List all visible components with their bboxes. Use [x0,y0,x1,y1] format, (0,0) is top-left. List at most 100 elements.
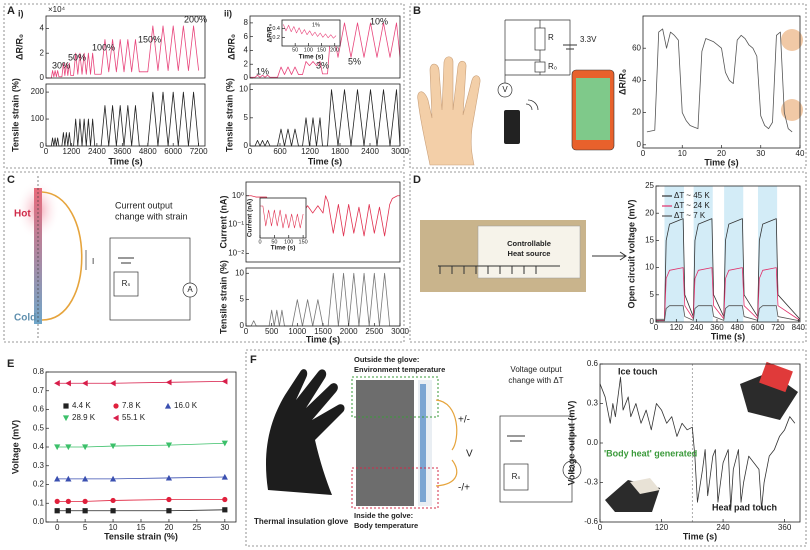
x-tick-label: 2400 [361,147,379,156]
y-tick-label: 4 [40,24,45,33]
caption: Heat source [508,249,551,258]
y-axis-label: Voltage (mV) [10,420,20,474]
x-tick-label: 3600 [113,147,131,156]
y-tick-label: 5 [650,290,655,299]
data-point [82,444,89,451]
x-tick-label: 1800 [331,147,349,156]
x-tick-label: 480 [731,323,745,332]
y-tick-label: 0.8 [33,367,45,376]
legend-label: 16.0 K [174,401,198,410]
y-axis-label: ΔR/R₀ [14,34,24,60]
glove-label: Thermal insulation glove [254,517,349,526]
x-tick-label: 50 [271,240,277,246]
x-tick-label: 50 [292,48,298,54]
y-tick-label: 0.6 [33,405,45,414]
x-tick-label: 1200 [301,147,319,156]
y-tick-label: 8 [244,18,249,27]
y-tick-label: 0.6 [587,359,599,368]
y-tick-label: 0.3 [33,461,45,470]
phone-screen [576,78,610,140]
series-line [250,22,401,78]
legend-label: ΔT ~ 24 K [674,201,710,210]
x-axis-label: Time (s) [271,245,296,252]
y-tick-label: 15 [645,236,654,245]
x-tick-label: 15 [137,523,146,532]
supply-label: 3.3V [580,35,597,44]
panel-b-frame [409,3,807,169]
x-tick-label: 0 [654,323,659,332]
axes-frame [655,185,801,323]
y-tick-label: 10⁻¹ [228,220,244,229]
x-axis-label: Time (s) [683,531,717,541]
inside-zone [351,467,439,509]
y-tick-label: 0.7 [33,386,45,395]
voltage-symbol: V [466,449,473,460]
inside-label: Inside the golve: [354,511,413,520]
legend-label: 55.1 K [122,413,146,422]
hot-label: Hot [14,209,31,220]
data-point [166,496,172,503]
panel-label: F [250,354,257,366]
y-tick-label: 25 [645,181,654,190]
x-tick-label: 20 [164,523,173,532]
annotation: 10% [370,16,388,26]
series-line [656,305,801,322]
x-tick-label: 600 [751,323,765,332]
series-line [57,380,225,384]
data-point [109,380,116,387]
annotation: 200% [184,14,207,24]
y-tick-label: 0 [40,141,45,150]
circuit-wire [109,237,191,321]
legend-label: 7.8 K [122,401,141,410]
legend-symbol [63,403,69,409]
series-line [57,442,225,448]
panel-label: C [7,174,15,186]
data-point [221,473,228,480]
resistor-label: R [548,33,554,42]
outside-label: Environment temperature [354,365,445,374]
panel-label: A [7,5,15,17]
x-tick-label: 40 [796,149,805,158]
x-tick-label: 150 [299,240,308,246]
x-tick-label: 240 [716,523,730,532]
x-axis-label: Time (s) [704,157,738,167]
panel-a-frame [3,3,405,169]
x-tick-label: 0 [641,149,646,158]
resistor [113,271,139,297]
x-tick-label: 30 [220,523,229,532]
y-tick-label: 10 [235,268,244,277]
x-tick-label: 1200 [63,147,81,156]
resistor [534,61,546,73]
outside-label: Outside the glove: [354,355,419,364]
data-point [110,497,116,504]
x-tick-label: 240 [690,323,704,332]
ice [630,478,660,494]
annotation: Heat pad touch [712,502,777,512]
series-line [656,267,801,321]
x-tick-label: 0 [55,523,60,532]
data-point [65,475,72,482]
y-axis-label: ΔR/R₀ [226,34,236,60]
panel-label: E [7,358,14,370]
wire [41,191,83,321]
y-tick-label: -0.3 [584,478,598,487]
x-tick-label: 360 [778,523,792,532]
legend-label: 28.9 K [72,413,96,422]
data-point [65,498,71,504]
y-tick-label: 20 [632,108,641,117]
x-tick-label: 1000 [288,327,306,336]
series-line [46,91,200,147]
y-tick-label: 60 [632,43,641,52]
y-axis-label: Voltage output (mV) [566,401,576,486]
x-tick-label: 840 [792,323,806,332]
y-tick-label: 0 [244,141,249,150]
series-line [656,218,801,320]
series-line [250,89,401,147]
x-tick-label: 100 [304,48,313,54]
panel-b-diagram: V 3.3V R R₀ [417,19,803,166]
legend-label: ΔT ~ 7 K [674,211,706,220]
wireless-icon [525,99,539,111]
resistor-label: Rₛ [122,279,131,288]
x-axis-label: Time (s) [306,334,340,344]
current-label: I [92,257,94,266]
